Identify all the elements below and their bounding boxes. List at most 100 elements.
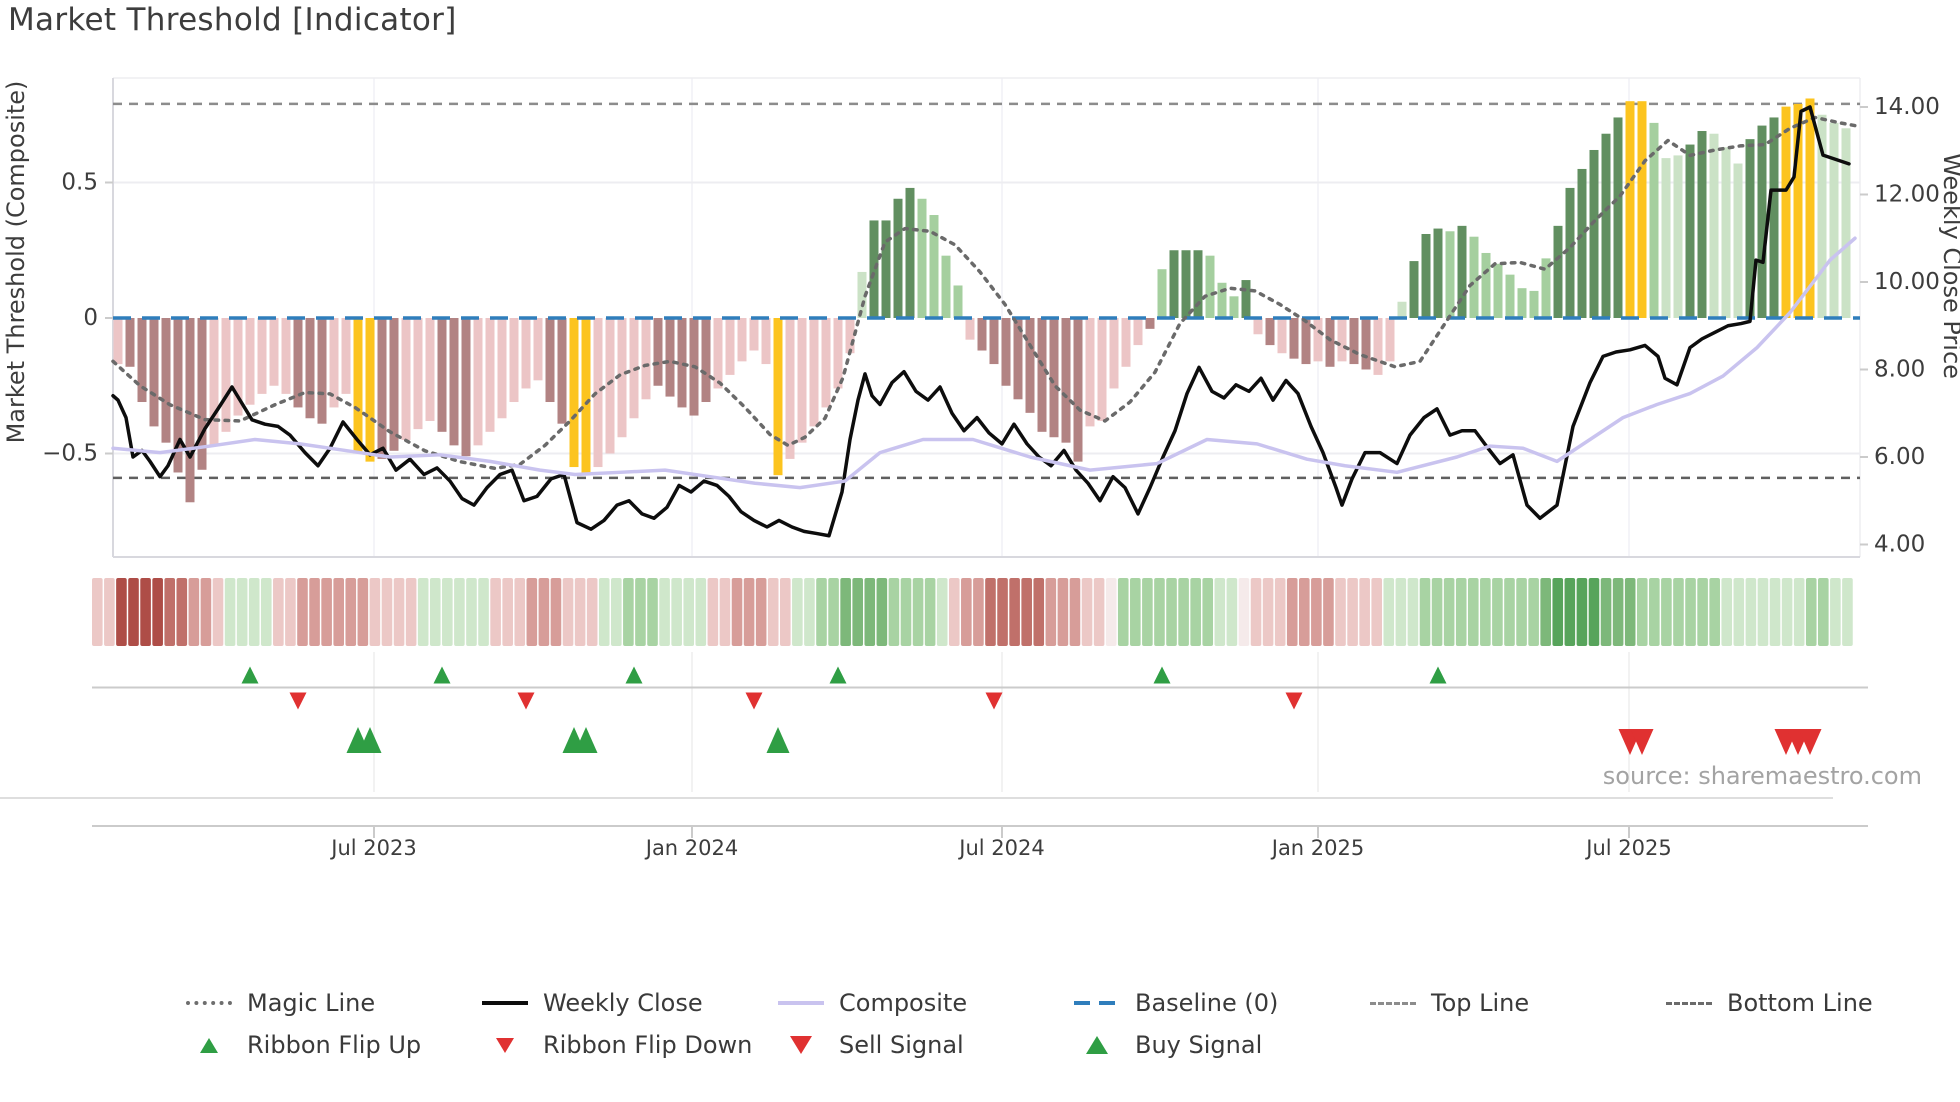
ribbon-cell <box>1069 578 1081 646</box>
threshold-bar <box>329 318 339 408</box>
ribbon-cell <box>1516 578 1527 646</box>
ribbon-cell <box>176 578 188 646</box>
threshold-bar <box>1409 261 1419 318</box>
threshold-bar <box>125 318 135 367</box>
ribbon-cell <box>1540 578 1551 646</box>
ribbon-cell <box>1830 578 1841 646</box>
threshold-bar <box>341 318 351 394</box>
sell-signal-icon <box>790 1036 812 1054</box>
left-tick-label: 0 <box>83 305 98 331</box>
right-tick-label: 10.00 <box>1874 269 1940 295</box>
ribbon-cell <box>1130 578 1141 646</box>
threshold-bar <box>1625 101 1635 318</box>
threshold-bar <box>317 318 327 424</box>
threshold-bar <box>977 318 987 351</box>
legend-item-top-line: Top Line <box>1370 989 1666 1017</box>
threshold-bar <box>209 318 219 446</box>
ribbon-flip-up-marker <box>241 666 259 684</box>
threshold-bar <box>161 318 171 443</box>
threshold-bar <box>737 318 747 362</box>
threshold-bar <box>617 318 627 438</box>
threshold-bar <box>233 318 243 416</box>
ribbon-flip-down-marker <box>745 692 763 710</box>
threshold-bar <box>1361 318 1371 370</box>
ribbon-cell <box>1649 578 1660 646</box>
ribbon-cell <box>1600 578 1612 646</box>
legend-label-magic-line: Magic Line <box>247 989 376 1017</box>
ribbon-cell <box>1769 578 1781 646</box>
ribbon-cell <box>1709 578 1720 646</box>
ribbon-cell <box>1359 578 1370 646</box>
threshold-bar <box>965 318 975 340</box>
ribbon-cell <box>1021 578 1032 646</box>
threshold-bar <box>449 318 459 446</box>
threshold-bar <box>1025 318 1035 413</box>
legend-item-weekly-close: Weekly Close <box>482 989 778 1017</box>
threshold-bar <box>113 318 123 365</box>
x-tick-label: Jul 2025 <box>1584 836 1671 860</box>
ribbon-cell <box>1697 578 1708 646</box>
ribbon-cell <box>1842 578 1853 646</box>
threshold-bar <box>413 318 423 430</box>
threshold-bar <box>1577 168 1587 318</box>
ribbon-cell <box>562 578 574 646</box>
threshold-bar <box>1205 255 1215 318</box>
ribbon-flip-down-icon <box>496 1037 514 1053</box>
legend-label-buy-signal: Buy Signal <box>1135 1031 1263 1059</box>
threshold-bar <box>257 318 267 394</box>
ribbon-cell <box>1781 578 1793 646</box>
legend-label-top-line: Top Line <box>1431 989 1530 1017</box>
x-tick-label: Jul 2024 <box>957 836 1044 860</box>
legend-label-ribbon-flip-down: Ribbon Flip Down <box>543 1031 753 1059</box>
ribbon-cell <box>1202 578 1214 646</box>
threshold-bar <box>749 318 759 351</box>
threshold-bar <box>1829 122 1839 318</box>
ribbon-cell <box>1033 578 1045 646</box>
ribbon-cell <box>273 578 284 646</box>
threshold-bar <box>461 318 471 457</box>
ribbon-cell <box>526 578 538 646</box>
threshold-bar <box>605 318 615 454</box>
threshold-bar <box>1337 318 1347 362</box>
ribbon-cell <box>840 578 851 646</box>
ribbon-cell <box>1552 578 1564 646</box>
ribbon-cell <box>140 578 151 646</box>
x-tick-label: Jan 2025 <box>1270 836 1365 860</box>
ribbon-cell <box>1504 578 1515 646</box>
threshold-bar <box>845 318 855 354</box>
sell-signal-marker <box>1630 729 1654 755</box>
threshold-bar <box>1781 106 1791 319</box>
threshold-bar <box>1325 318 1335 367</box>
threshold-bar <box>281 318 291 394</box>
threshold-bar <box>1745 139 1755 318</box>
ribbon-cell <box>1492 578 1503 646</box>
ribbon-cell <box>393 578 405 646</box>
threshold-bar <box>425 318 435 421</box>
threshold-bar <box>1733 163 1743 318</box>
ribbon-cell <box>635 578 646 646</box>
ribbon-cell <box>188 578 200 646</box>
bars-layer <box>113 98 1860 503</box>
legend-swatch-magic-line <box>186 1001 232 1005</box>
threshold-bar <box>1529 290 1539 318</box>
ribbon-cell <box>623 578 634 646</box>
buy-signal-marker <box>574 727 598 753</box>
threshold-bar <box>1649 122 1659 318</box>
ribbon-flip-up-marker <box>1429 666 1447 684</box>
ribbon-cell <box>1455 578 1467 646</box>
x-tick-label: Jan 2024 <box>644 836 739 860</box>
ribbon-cell <box>1299 578 1310 646</box>
threshold-bar <box>305 318 315 419</box>
series-magic-line <box>111 115 1857 471</box>
ribbon-cell <box>442 578 453 646</box>
axes-layer: 0.5 0 −0.5 14.00 12.00 10.00 8.00 6.00 4.00 Jul 2… <box>42 94 1940 860</box>
left-tick-label: 0.5 <box>61 170 98 196</box>
threshold-bar <box>149 318 159 427</box>
threshold-bar <box>1133 318 1143 346</box>
ribbon-cell <box>260 578 272 646</box>
ribbon-cell <box>755 578 767 646</box>
ribbon-cell <box>598 578 610 646</box>
threshold-bar <box>1013 318 1023 400</box>
ribbon-cell <box>1323 578 1334 646</box>
